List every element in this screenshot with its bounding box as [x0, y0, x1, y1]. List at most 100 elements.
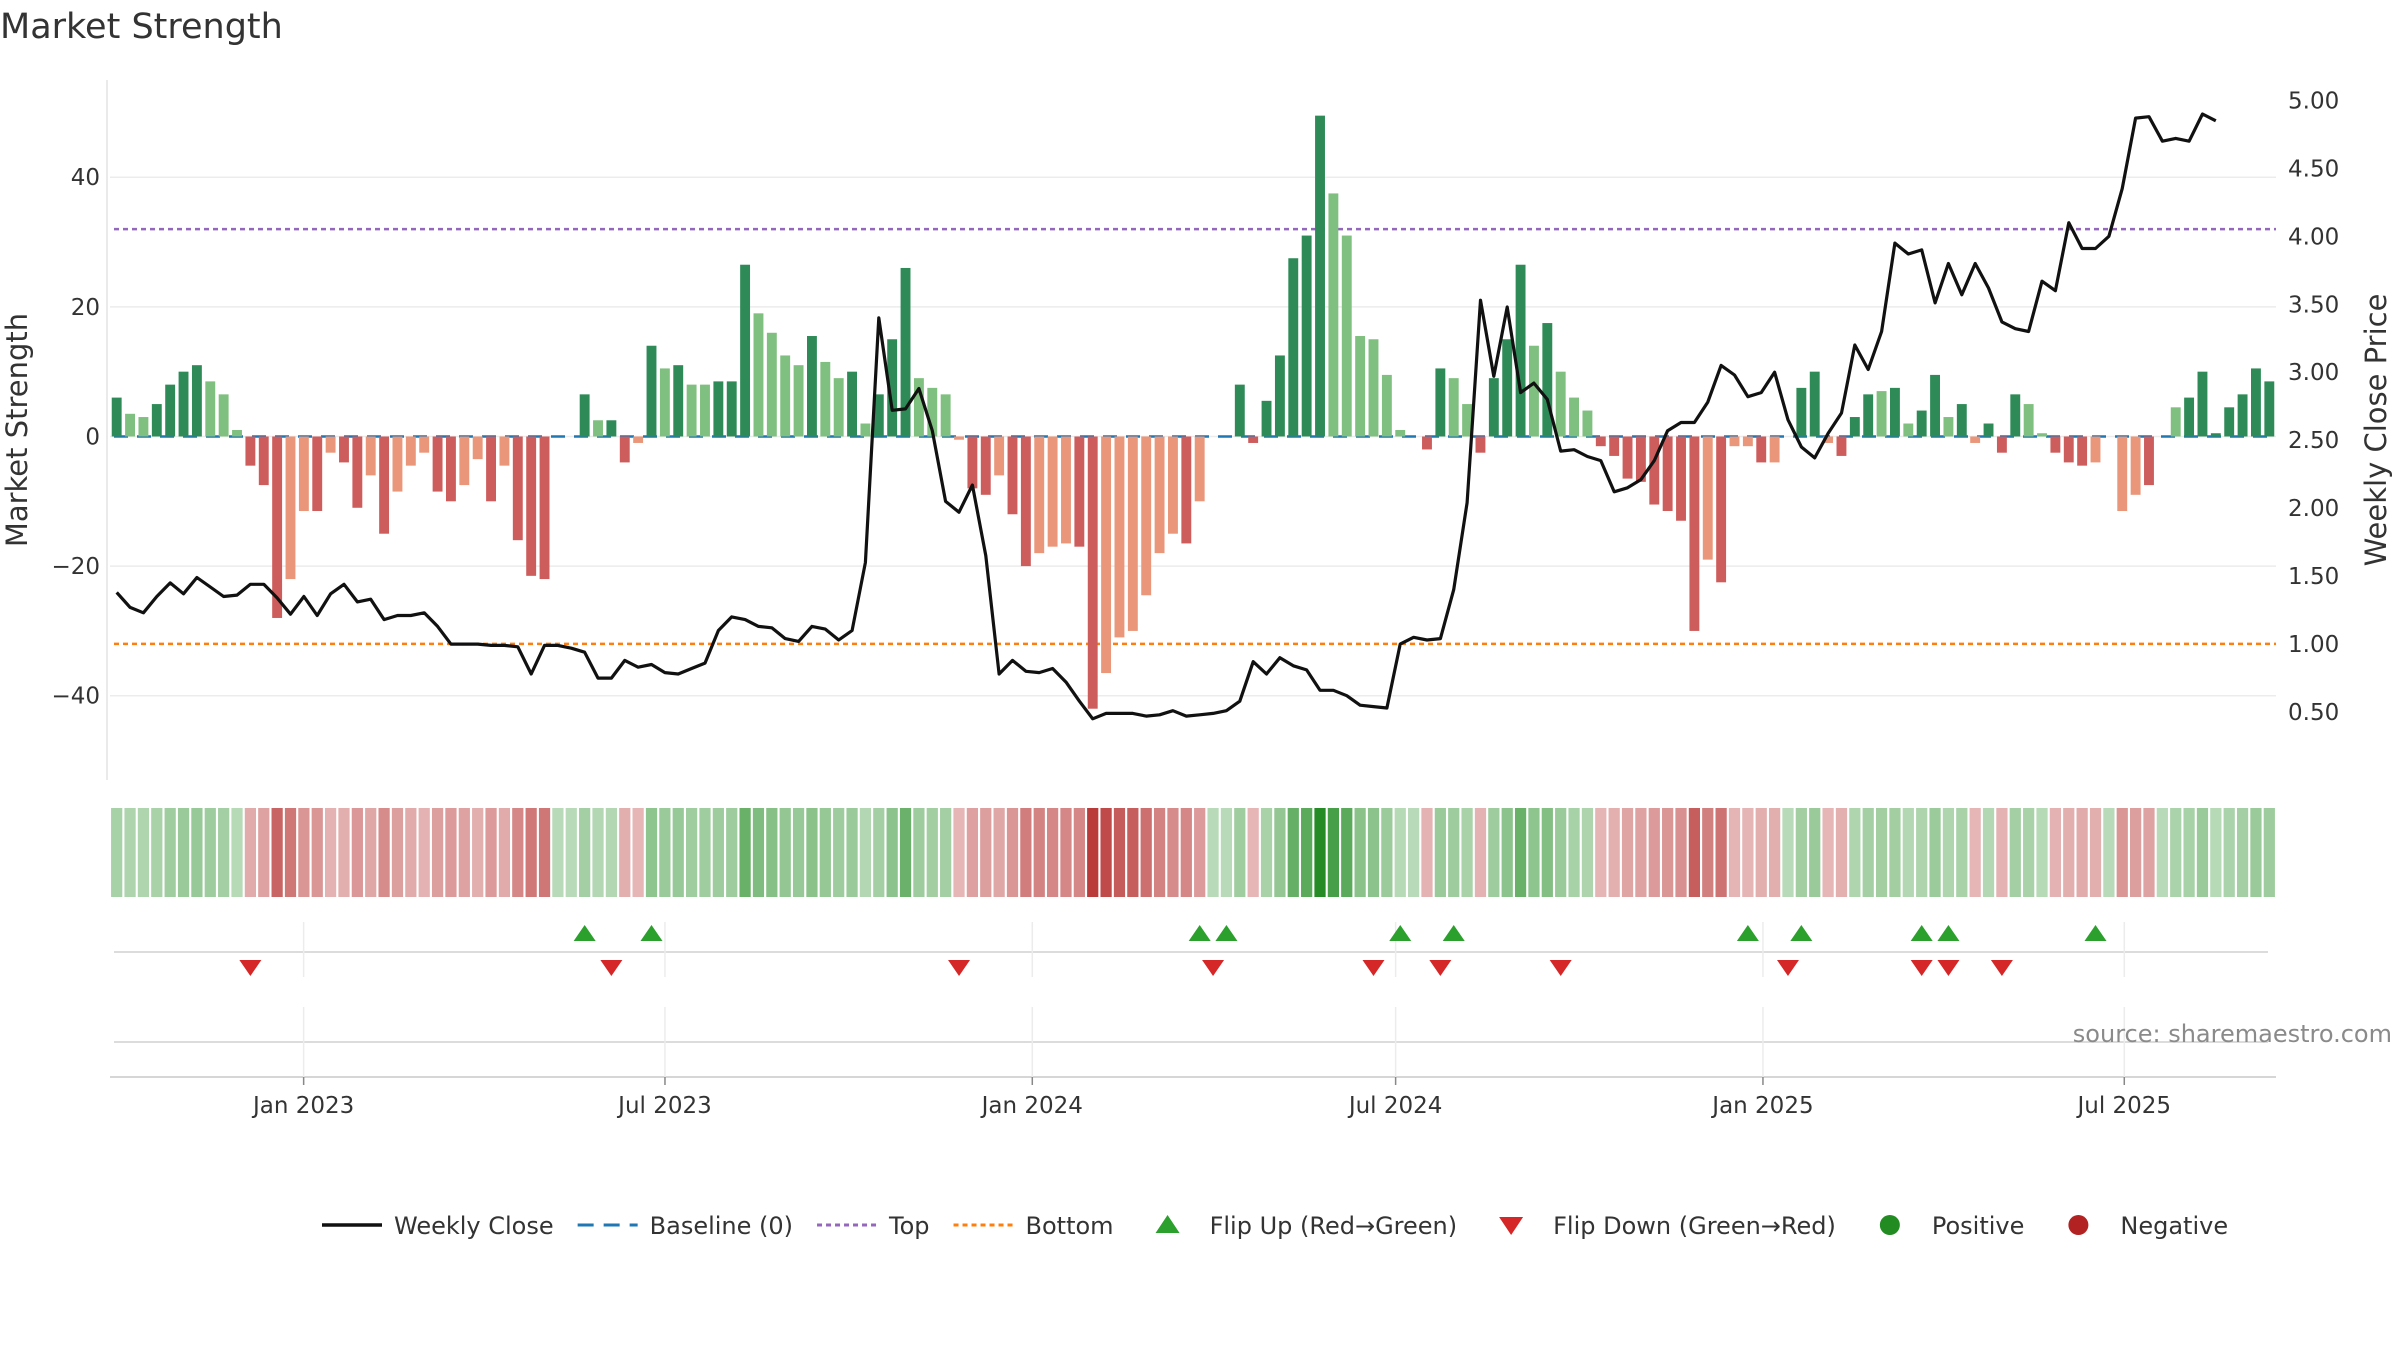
heat-cell — [1501, 808, 1513, 897]
heat-cell — [1127, 808, 1139, 897]
heat-cell — [445, 808, 457, 897]
strength-bar — [593, 420, 603, 437]
strength-bar — [1368, 339, 1379, 437]
heat-cell — [1087, 808, 1099, 897]
heat-cell — [1287, 808, 1299, 897]
y2-tick-label: 1.50 — [2288, 564, 2339, 590]
strength-bar — [2063, 436, 2074, 463]
strength-bar — [2184, 397, 2195, 437]
strength-bar — [178, 371, 189, 437]
strength-bar — [272, 436, 283, 618]
strength-bar — [847, 371, 858, 437]
strength-bar — [459, 436, 470, 486]
heat-cell — [926, 808, 938, 897]
strength-bars — [111, 115, 2275, 709]
heat-cell — [1381, 808, 1393, 897]
strength-bar — [2264, 381, 2275, 437]
strength-bar — [2170, 407, 2181, 437]
strength-bar — [405, 436, 416, 466]
y2-tick-label: 4.00 — [2288, 224, 2339, 250]
heat-cell — [2210, 808, 2222, 897]
strength-bar — [780, 355, 791, 437]
triangle-up-icon — [1155, 1215, 1180, 1233]
heat-cell — [2263, 808, 2275, 897]
flip-up-marker — [573, 925, 596, 941]
strength-bar — [1475, 436, 1486, 453]
strength-bar — [1288, 258, 1299, 437]
strength-bar — [1903, 423, 1914, 437]
flip-up-marker — [1215, 925, 1238, 941]
strength-bar — [967, 436, 978, 489]
heat-cell — [391, 808, 404, 897]
strength-bar — [633, 436, 644, 443]
strength-bar — [1515, 264, 1526, 437]
heat-cell — [2250, 808, 2262, 897]
heat-cell — [806, 808, 818, 897]
heat-cell — [431, 808, 444, 897]
strength-bar — [1341, 235, 1352, 437]
legend-label: Positive — [1932, 1212, 2025, 1240]
heat-cell — [365, 808, 377, 897]
heat-cell — [1020, 808, 1032, 897]
heat-cell — [458, 808, 470, 897]
strength-bar — [539, 436, 550, 580]
heat-cell — [311, 808, 323, 897]
heat-cell — [1367, 808, 1380, 897]
flip-up-marker — [1790, 925, 1813, 941]
heat-cell — [859, 808, 872, 897]
heat-cell — [472, 808, 484, 897]
strength-bar — [1007, 436, 1018, 515]
heat-cell — [1060, 808, 1072, 897]
heat-cell — [538, 808, 551, 897]
heat-cell — [1929, 808, 1941, 897]
flip-up-marker — [1937, 925, 1960, 941]
heat-cell — [498, 808, 511, 897]
strength-bar — [994, 436, 1005, 476]
strength-bar — [1248, 436, 1259, 443]
heat-cell — [2103, 808, 2115, 897]
strength-bar — [900, 267, 911, 437]
legend-label: Flip Up (Red→Green) — [1210, 1212, 1458, 1240]
strength-bar — [700, 384, 710, 437]
heat-cell — [1755, 808, 1767, 897]
y2-axis-title: Weekly Close Price — [2359, 294, 2393, 567]
heat-cell — [1916, 808, 1928, 897]
source-note: source: sharemaestro.com — [2073, 1020, 2392, 1048]
heat-cell — [1448, 808, 1460, 897]
heat-cell — [1407, 808, 1420, 897]
heat-cell — [1782, 808, 1794, 897]
heat-cell — [1220, 808, 1233, 897]
heat-cell — [2089, 808, 2102, 897]
heat-cell — [1301, 808, 1313, 897]
heat-cell — [1354, 808, 1366, 897]
heat-cell — [739, 808, 751, 897]
heat-cell — [779, 808, 791, 897]
heat-cell — [204, 808, 216, 897]
strength-bar — [1181, 436, 1192, 544]
strength-bar — [1087, 436, 1098, 709]
strength-bar — [1729, 436, 1740, 447]
heat-cell — [2170, 808, 2182, 897]
strength-bar — [1555, 371, 1566, 437]
strength-bar — [1582, 410, 1593, 437]
strength-bar — [1020, 436, 1031, 567]
heat-cell — [258, 808, 270, 897]
heat-cell — [2223, 808, 2235, 897]
heat-cell — [645, 808, 658, 897]
heat-cell — [2036, 808, 2048, 897]
y2-tick-label: 2.50 — [2288, 428, 2339, 454]
heat-cell — [151, 808, 163, 897]
y2-tick-label: 3.50 — [2288, 292, 2339, 318]
heat-cell — [605, 808, 618, 897]
strength-bar — [1662, 436, 1673, 512]
y2-tick-label: 1.00 — [2288, 632, 2339, 658]
heat-cell — [1715, 808, 1727, 897]
heat-cell — [592, 808, 604, 897]
strength-bar — [686, 384, 697, 437]
flip-down-marker — [1549, 960, 1572, 976]
heat-cell — [164, 808, 176, 897]
heat-cell — [512, 808, 524, 897]
heat-cell — [940, 808, 952, 897]
heat-cell — [792, 808, 805, 897]
